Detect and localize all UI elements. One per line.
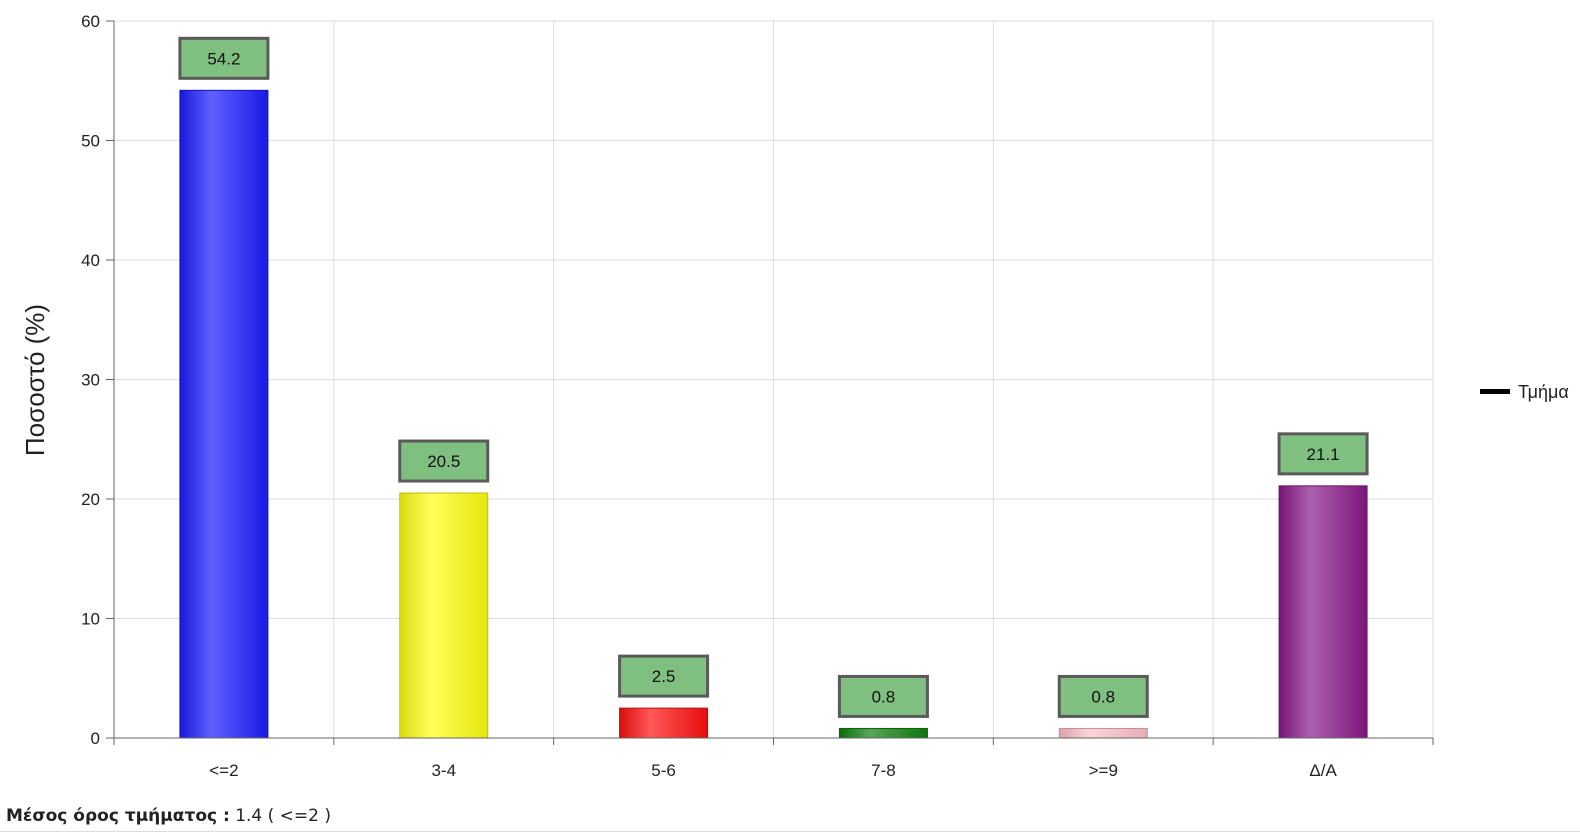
data-label-text: 0.8	[1091, 687, 1115, 706]
bar-5	[1058, 727, 1148, 739]
legend: Τμήμα	[1480, 382, 1569, 402]
class-average-value: 1.4 ( <=2 )	[235, 806, 332, 826]
y-tick-label: 40	[81, 251, 100, 270]
y-tick-label: 30	[81, 371, 100, 390]
y-tick-label: 20	[81, 490, 100, 509]
bar-6	[1278, 485, 1368, 739]
data-label: 0.8	[837, 674, 929, 718]
data-label-text: 0.8	[872, 687, 896, 706]
grid-lines	[113, 20, 1434, 739]
data-label: 20.5	[398, 439, 490, 483]
axes: 0 10 20 30 40 50 60 <=2 3-4 5-6 7-8 >=9 Δ/Α	[81, 12, 1434, 780]
x-tick-label: 7-8	[871, 761, 896, 780]
data-labels: 54.2 20.5 2.5 0.8 0.8 21.1	[178, 36, 1369, 718]
data-label-box	[618, 654, 710, 698]
data-label-text: 21.1	[1307, 445, 1340, 464]
x-tick-label: >=9	[1089, 761, 1118, 780]
data-label-text: 20.5	[427, 452, 460, 471]
class-average: Μέσος όρος τμήματος : 1.4 ( <=2 )	[6, 806, 331, 826]
bar-2	[399, 492, 489, 739]
bar-3	[619, 707, 709, 739]
data-label-box	[398, 439, 490, 483]
data-label-box	[178, 36, 270, 80]
bar-4	[838, 727, 928, 739]
y-tick-label: 0	[91, 729, 100, 748]
data-label: 54.2	[178, 36, 270, 80]
y-tick-label: 10	[81, 610, 100, 629]
legend-label: Τμήμα	[1518, 382, 1569, 402]
bars	[179, 89, 1368, 739]
footer-divider	[0, 831, 1580, 832]
x-tick-label: 5-6	[651, 761, 676, 780]
x-tick-label: Δ/Α	[1309, 761, 1337, 780]
data-label-text: 2.5	[652, 667, 676, 686]
data-label: 2.5	[618, 654, 710, 698]
data-label-text: 54.2	[207, 49, 240, 68]
data-label-box	[837, 674, 929, 718]
y-tick-label: 60	[81, 12, 100, 31]
class-average-label: Μέσος όρος τμήματος :	[6, 806, 230, 826]
y-tick-label: 50	[81, 132, 100, 151]
legend-swatch	[1480, 389, 1510, 394]
data-label: 21.1	[1277, 432, 1369, 476]
x-tick-label: <=2	[209, 761, 238, 780]
data-label-box	[1057, 674, 1149, 718]
data-label: 0.8	[1057, 674, 1149, 718]
y-axis-title: Ποσοστό (%)	[20, 304, 50, 456]
bar-chart: 0 10 20 30 40 50 60 <=2 3-4 5-6 7-8 >=9 Δ/Α 54.2 20.5…	[20, 12, 1569, 780]
x-tick-label: 3-4	[431, 761, 456, 780]
data-label-box	[1277, 432, 1369, 476]
bar-1	[179, 89, 269, 739]
